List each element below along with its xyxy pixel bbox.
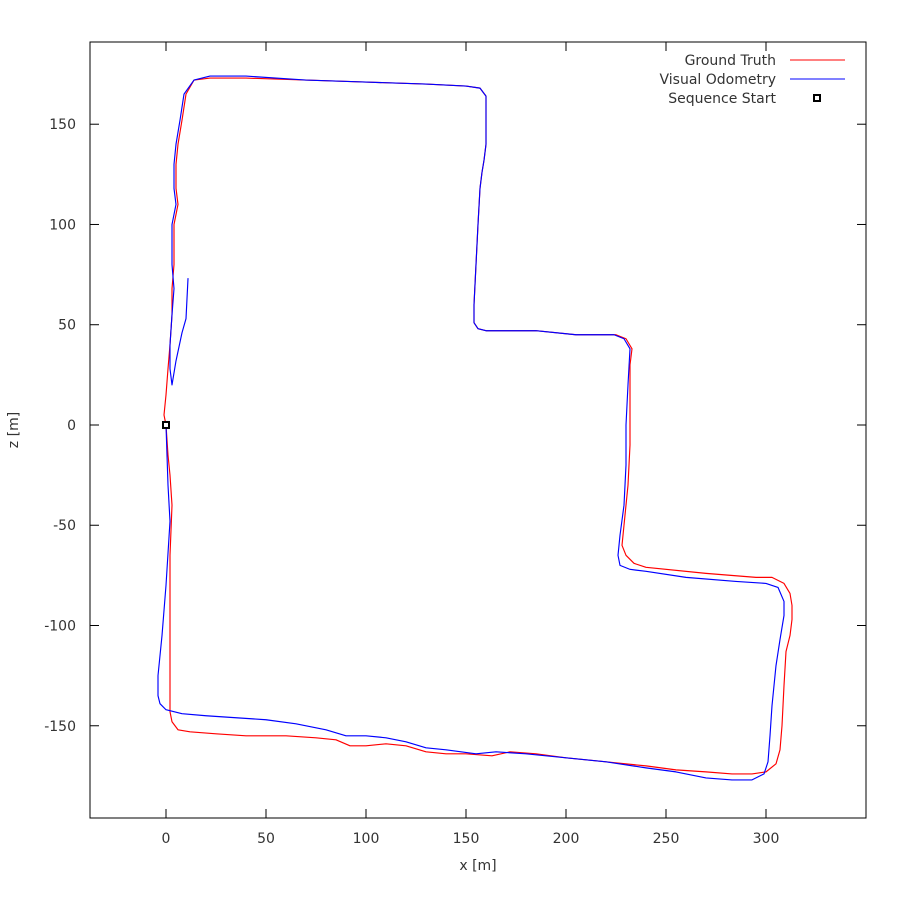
ground-truth-series-line	[163, 77, 793, 775]
x-tick-label: 50	[257, 831, 275, 847]
x-tick-label: 250	[653, 831, 680, 847]
legend-sequence-start-marker	[813, 94, 821, 102]
y-tick-label: 100	[49, 217, 76, 233]
y-tick-label: -50	[53, 518, 76, 534]
sequence-markers	[162, 420, 170, 429]
x-tick-label: 150	[453, 831, 480, 847]
x-axis-label: x [m]	[459, 858, 496, 874]
visual-odometry-series-line	[157, 75, 785, 781]
x-axis-ticks: 0 50 100 150 200 250 300	[162, 42, 780, 847]
y-tick-label: 0	[67, 418, 76, 434]
x-tick-label: 100	[353, 831, 380, 847]
x-tick-label: 0	[162, 831, 171, 847]
y-tick-label: 50	[58, 318, 76, 334]
sequence-start-marker	[162, 420, 170, 429]
legend-ground-truth-label: Ground Truth	[685, 53, 776, 69]
y-tick-label: -100	[44, 619, 76, 635]
series-lines	[157, 75, 793, 781]
y-axis-ticks: -150 -100 -50 0 50 100 150	[44, 117, 866, 735]
legend-visual-odometry-label: Visual Odometry	[660, 72, 777, 88]
y-tick-label: 150	[49, 117, 76, 133]
plot-frame	[89, 41, 867, 819]
legend: Ground Truth Visual Odometry Sequence St…	[660, 53, 845, 107]
x-tick-label: 200	[553, 831, 580, 847]
y-axis-label: z [m]	[6, 412, 22, 448]
legend-sequence-start-label: Sequence Start	[668, 91, 776, 107]
x-tick-label: 300	[753, 831, 780, 847]
y-tick-label: -150	[44, 719, 76, 735]
